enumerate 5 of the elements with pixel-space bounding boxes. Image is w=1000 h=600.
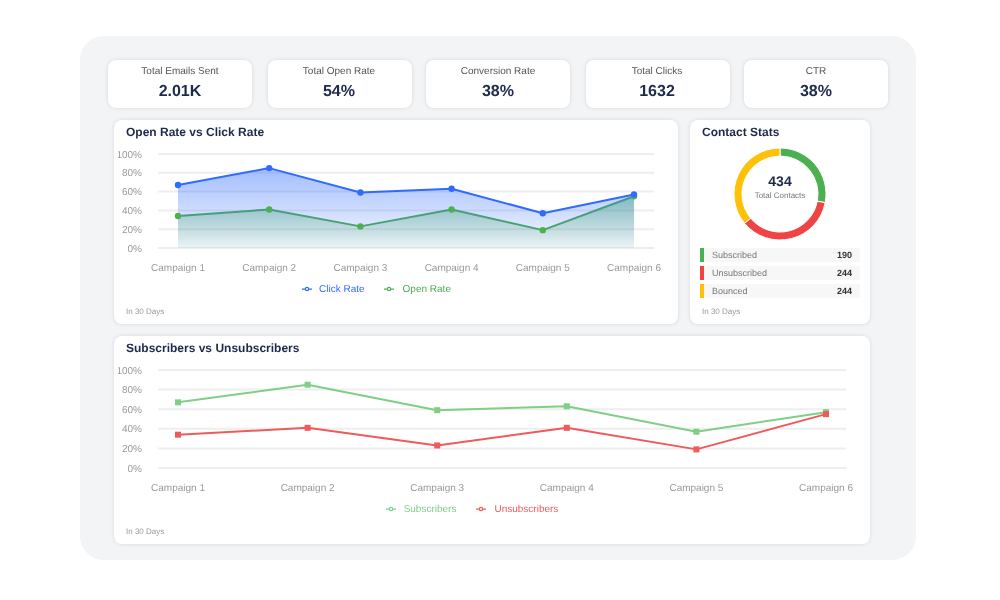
text: 38% xyxy=(481,82,514,100)
text: 38% xyxy=(799,82,832,100)
text: 54% xyxy=(322,82,355,100)
text: 1632 xyxy=(639,82,675,100)
text: 2.01K xyxy=(158,82,202,100)
